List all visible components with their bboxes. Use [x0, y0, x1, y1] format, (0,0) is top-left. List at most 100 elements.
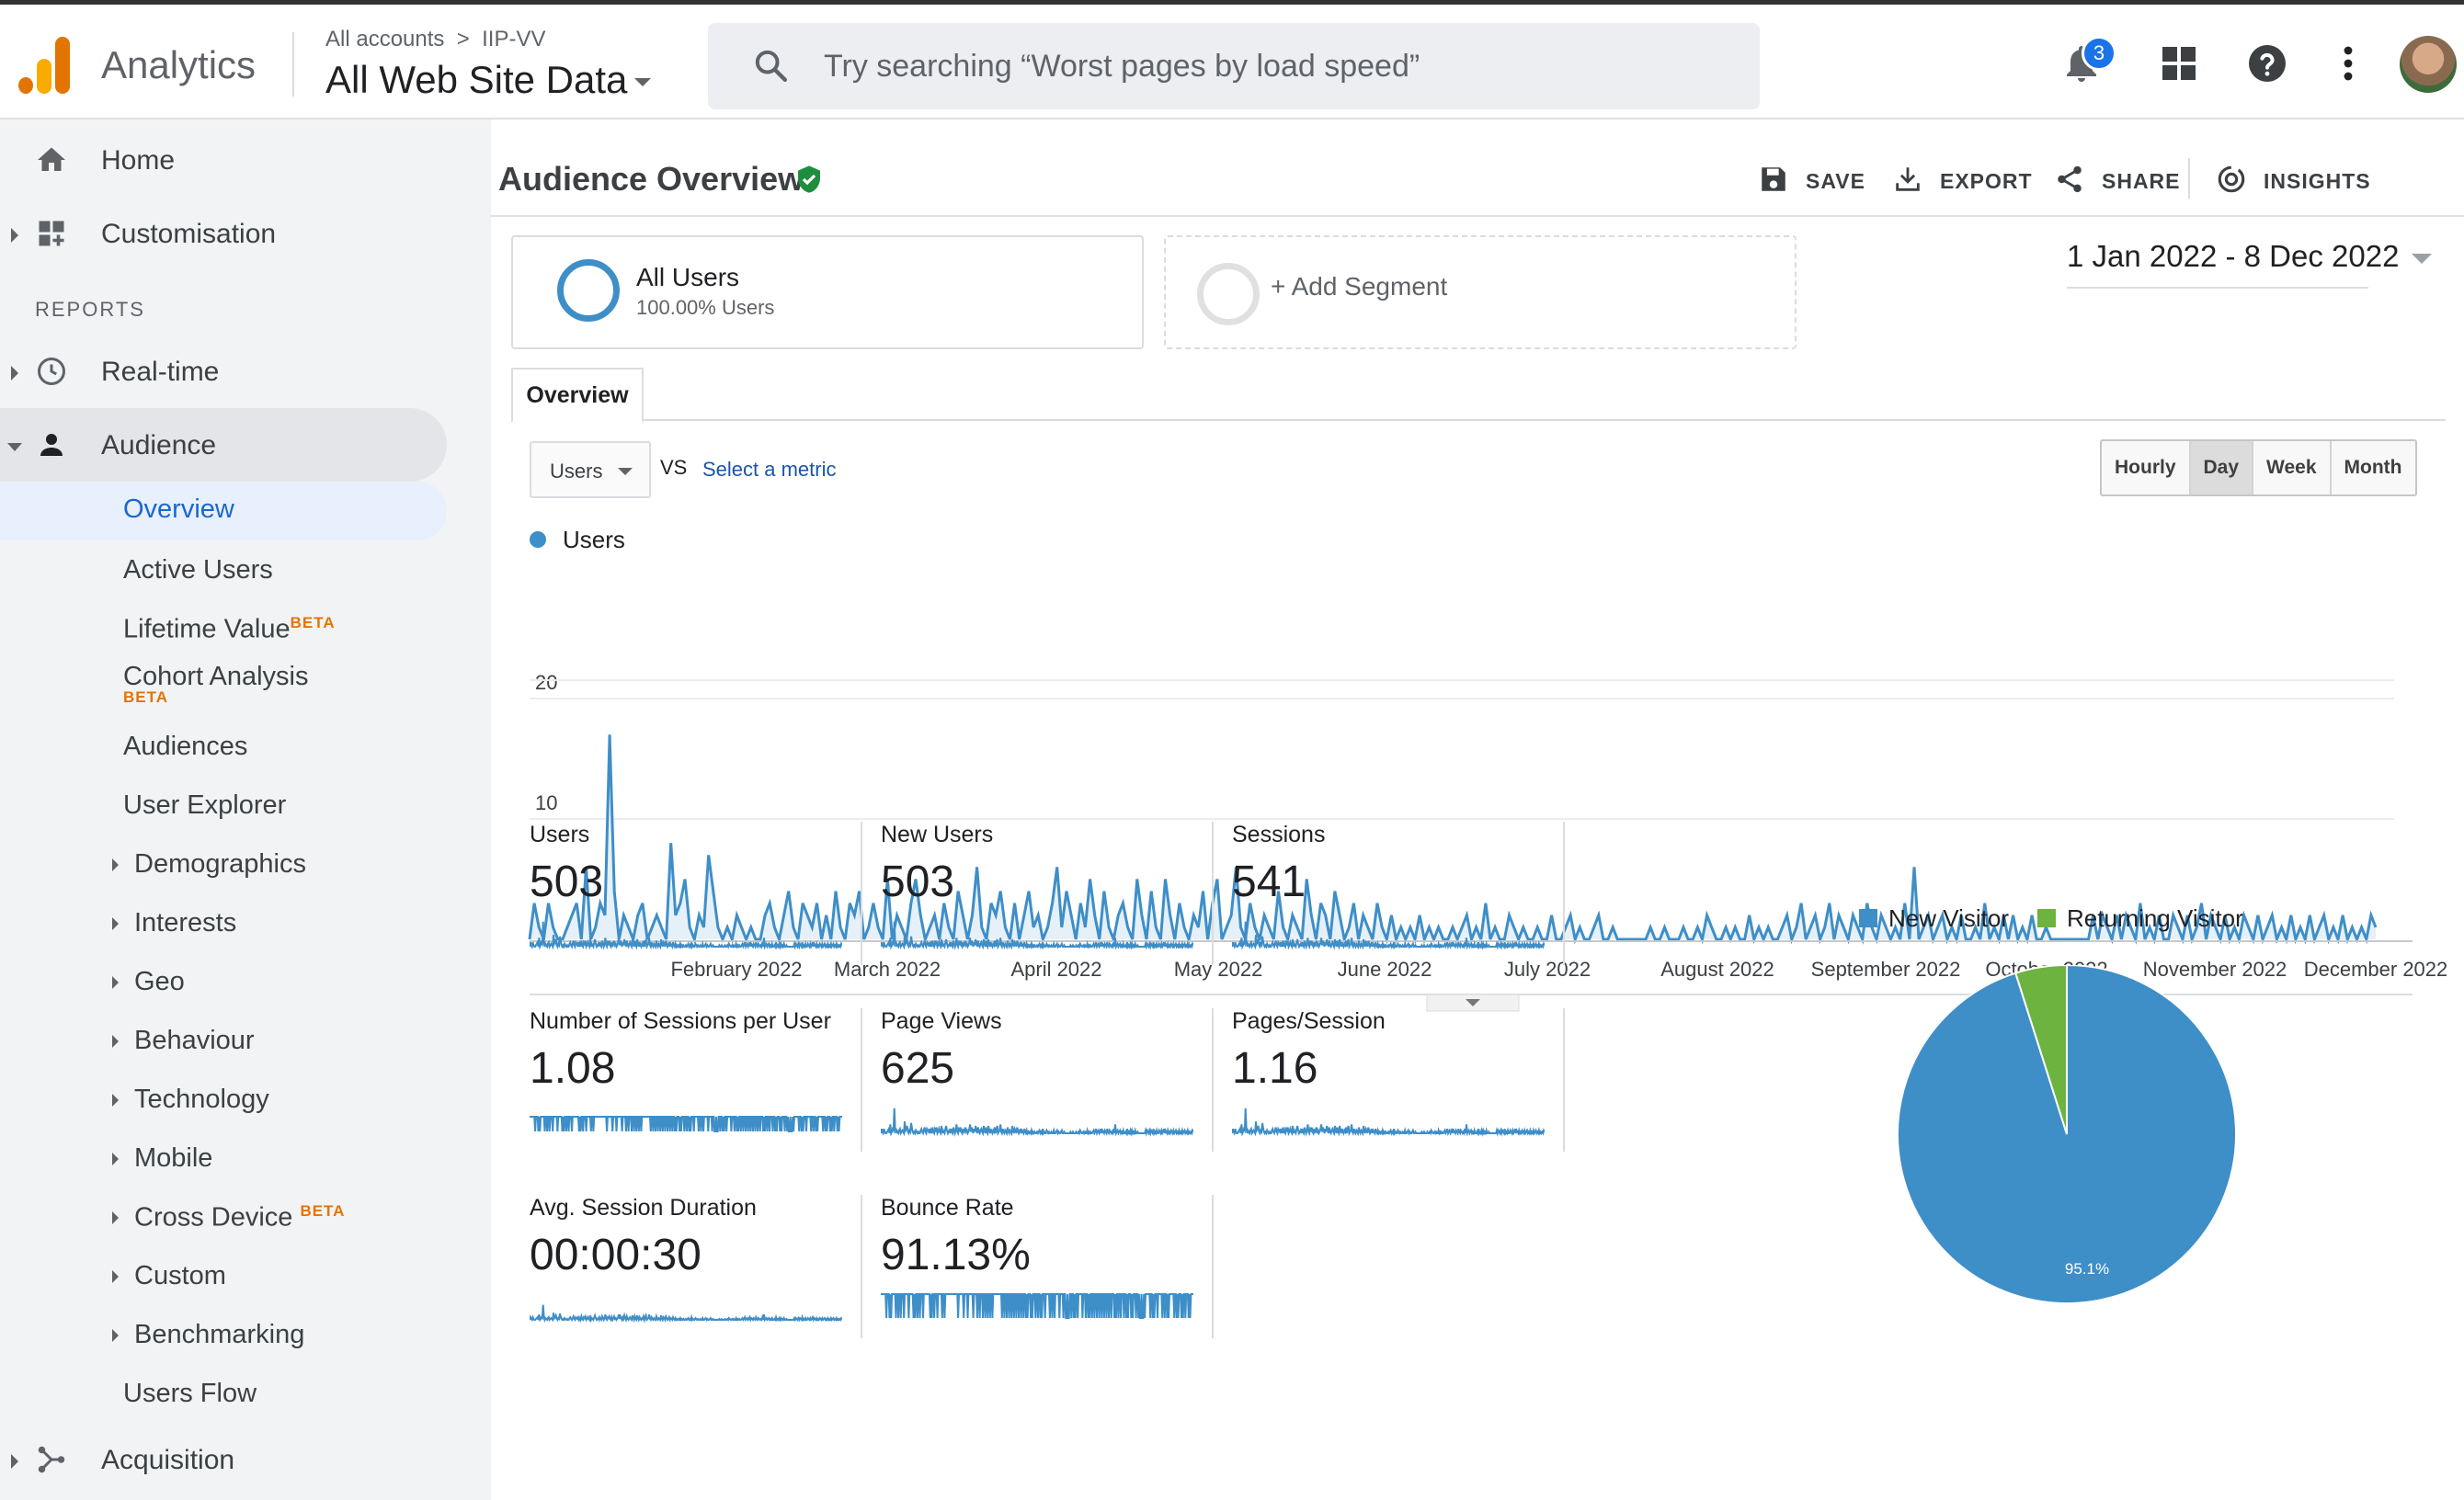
chart-legend[interactable]: Users: [530, 526, 625, 554]
metric-dropdown[interactable]: Users: [530, 441, 651, 498]
expand-arrow-icon: [112, 1035, 119, 1048]
segment-name: All Users: [636, 263, 740, 291]
sidebar-item-audiences[interactable]: Audiences: [123, 732, 248, 761]
expand-arrow-icon: [112, 976, 119, 989]
y-tick-label: 20: [535, 671, 557, 694]
granularity-toggle: Hourly Day Week Month: [2100, 439, 2417, 496]
sidebar-item-label: Cohort Analysis: [123, 662, 309, 691]
kpi-card[interactable]: Avg. Session Duration 00:00:30: [491, 1195, 862, 1342]
more-vert-icon[interactable]: [2326, 41, 2370, 85]
date-range-label: 1 Jan 2022 - 8 Dec 2022: [2067, 239, 2400, 273]
reports-section-header: REPORTS: [35, 298, 145, 321]
sidebar-item-user-explorer[interactable]: User Explorer: [123, 790, 287, 820]
search-input[interactable]: [824, 43, 1706, 89]
sidebar-item-users-flow[interactable]: Users Flow: [123, 1379, 257, 1408]
sidebar-item-geo[interactable]: Geo: [112, 967, 185, 997]
sidebar-item-label: Technology: [134, 1085, 269, 1114]
share-label: SHARE: [2102, 169, 2181, 193]
search-bar[interactable]: [708, 23, 1760, 109]
sidebar-item-label: Lifetime Value: [123, 614, 291, 644]
view-name: All Web Site Data: [325, 58, 628, 101]
sidebar-item-mobile[interactable]: Mobile: [112, 1143, 213, 1174]
visitor-type-pie-chart[interactable]: 95.1%: [1898, 965, 2284, 1351]
segment-ring-icon: [557, 259, 620, 322]
sidebar-item-label: Real-time: [101, 357, 220, 387]
segment-all-users[interactable]: All Users 100.00% Users: [511, 235, 1144, 349]
granularity-month-button[interactable]: Month: [2344, 457, 2402, 478]
pie-legend-returning-visitor[interactable]: Returning Visitor: [2037, 904, 2243, 933]
view-selector[interactable]: All Web Site Data: [325, 58, 652, 102]
main-content: Audience Overview SAVE EXPORT SHARE INSI…: [491, 119, 2464, 1500]
vs-label: VS: [660, 456, 688, 479]
sidebar-item-benchmarking[interactable]: Benchmarking: [112, 1320, 304, 1350]
dropdown-caret-icon: [618, 468, 633, 475]
sidebar-item-label: Mobile: [134, 1143, 213, 1173]
granularity-hourly-button[interactable]: Hourly: [2102, 441, 2191, 494]
help-icon[interactable]: [2245, 41, 2289, 85]
notification-count-badge: 3: [2082, 36, 2116, 71]
expand-arrow-icon: [11, 366, 18, 381]
granularity-week-button[interactable]: Week: [2253, 441, 2332, 494]
sidebar-item-lifetime-value[interactable]: Lifetime ValueBETA: [123, 614, 336, 645]
analytics-logo-icon[interactable]: [18, 37, 72, 94]
sidebar-item-home[interactable]: Home: [0, 123, 447, 197]
sidebar-item-customisation[interactable]: Customisation: [0, 197, 447, 270]
sparkline-series: [530, 1116, 842, 1132]
dropdown-caret-icon: [634, 78, 652, 87]
kpi-value: 503: [881, 858, 955, 906]
apps-icon[interactable]: [2157, 41, 2201, 85]
date-range-picker[interactable]: 1 Jan 2022 - 8 Dec 2022: [2067, 239, 2433, 289]
sidebar-item-technology[interactable]: Technology: [112, 1085, 269, 1115]
sidebar-item-acquisition[interactable]: Acquisition: [0, 1423, 447, 1496]
x-tick-label: April 2022: [1010, 958, 1101, 981]
kpi-card[interactable]: Users 503: [491, 822, 862, 969]
x-tick-label: June 2022: [1338, 958, 1432, 981]
kpi-label: New Users: [881, 822, 994, 847]
clock-icon: [38, 358, 65, 385]
sparkline-series: [881, 1108, 1193, 1137]
sidebar-item-cross-device[interactable]: Cross Device BETA: [112, 1202, 345, 1233]
pie-legend-new-visitor[interactable]: New Visitor: [1859, 904, 2009, 933]
add-segment-button[interactable]: + Add Segment: [1164, 235, 1797, 349]
sidebar-item-overview[interactable]: Overview: [0, 482, 447, 540]
kpi-card[interactable]: Sessions 541: [1193, 822, 1565, 969]
kpi-card[interactable]: Page Views 625: [842, 1008, 1214, 1155]
sidebar-item-interests[interactable]: Interests: [112, 908, 237, 938]
sidebar-item-label: Home: [101, 145, 176, 176]
add-segment-label: + Add Segment: [1271, 272, 1448, 301]
sidebar-item-custom[interactable]: Custom: [112, 1261, 226, 1291]
kpi-label: Number of Sessions per User: [530, 1008, 831, 1034]
sidebar-item-audience[interactable]: Audience: [0, 408, 447, 482]
verified-shield-icon: [798, 165, 820, 193]
sidebar-item-cohort-analysis[interactable]: Cohort Analysis BETA: [123, 662, 309, 707]
user-avatar[interactable]: [2400, 36, 2457, 93]
header-divider: [292, 32, 294, 97]
breadcrumb-account[interactable]: All accounts: [325, 27, 445, 51]
expand-arrow-icon: [112, 1211, 119, 1224]
actions-divider: [2188, 158, 2190, 199]
sidebar-item-realtime[interactable]: Real-time: [0, 335, 447, 408]
kpi-label: Avg. Session Duration: [530, 1195, 757, 1221]
expand-arrow-icon: [112, 917, 119, 930]
app-name: Analytics: [101, 43, 257, 86]
kpi-card[interactable]: Number of Sessions per User 1.08: [491, 1008, 862, 1155]
sidebar-item-behaviour[interactable]: Behaviour: [112, 1026, 255, 1056]
sidebar-item-active-users[interactable]: Active Users: [123, 555, 273, 585]
x-tick-label: February 2022: [670, 958, 802, 981]
kpi-card[interactable]: New Users 503: [842, 822, 1214, 969]
save-label: SAVE: [1806, 169, 1865, 193]
kpi-card[interactable]: Bounce Rate 91.13%: [842, 1195, 1214, 1342]
sidebar-item-label: Interests: [134, 908, 237, 938]
sidebar-item-demographics[interactable]: Demographics: [112, 849, 306, 880]
kpi-divider: [861, 822, 862, 965]
granularity-day-button[interactable]: Day: [2190, 441, 2254, 494]
kpi-label: Page Views: [881, 1008, 1002, 1034]
person-icon: [40, 434, 63, 456]
kpi-label: Sessions: [1232, 822, 1326, 847]
account-breadcrumb[interactable]: All accounts > IIP-VV: [325, 27, 545, 52]
tab-overview[interactable]: Overview: [511, 368, 644, 423]
select-metric-link[interactable]: Select a metric: [702, 458, 837, 481]
kpi-card[interactable]: Pages/Session 1.16: [1193, 1008, 1565, 1155]
breadcrumb-property[interactable]: IIP-VV: [482, 27, 546, 51]
sparkline-series: [530, 921, 842, 950]
